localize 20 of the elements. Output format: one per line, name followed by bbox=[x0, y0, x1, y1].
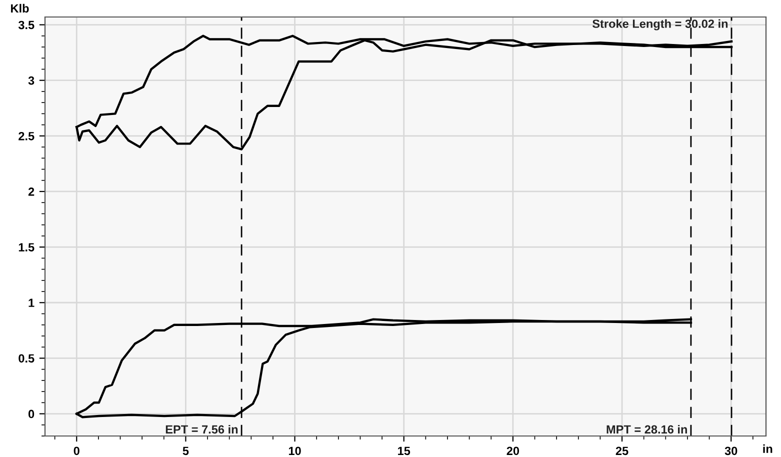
x-tick-label: 20 bbox=[506, 446, 520, 456]
x-tick-label: 0 bbox=[74, 446, 80, 456]
y-tick-label: 3.5 bbox=[18, 20, 34, 30]
y-tick-label: 1 bbox=[28, 298, 34, 307]
x-tick-label: 15 bbox=[398, 446, 410, 456]
x-tick-label: 30 bbox=[724, 446, 738, 456]
x-tick-label: 5 bbox=[182, 446, 189, 456]
y-tick-label: 3 bbox=[28, 76, 34, 85]
annotation: Stroke Length = 30.02 in bbox=[592, 19, 728, 30]
y-tick-label: 1.5 bbox=[18, 243, 34, 252]
annotation: MPT = 28.16 in bbox=[606, 424, 687, 434]
y-tick-label: 0 bbox=[28, 410, 34, 418]
annotation: EPT = 7.56 in bbox=[166, 424, 238, 434]
x-axis-title: in bbox=[763, 444, 772, 453]
x-tick-label: 10 bbox=[288, 446, 301, 456]
x-tick-label: 25 bbox=[616, 446, 628, 456]
y-tick-label: 2.5 bbox=[18, 132, 34, 140]
y-axis-title: Klb bbox=[11, 4, 29, 13]
y-tick-label: 2 bbox=[28, 188, 34, 196]
y-tick-label: 0.5 bbox=[18, 354, 34, 363]
